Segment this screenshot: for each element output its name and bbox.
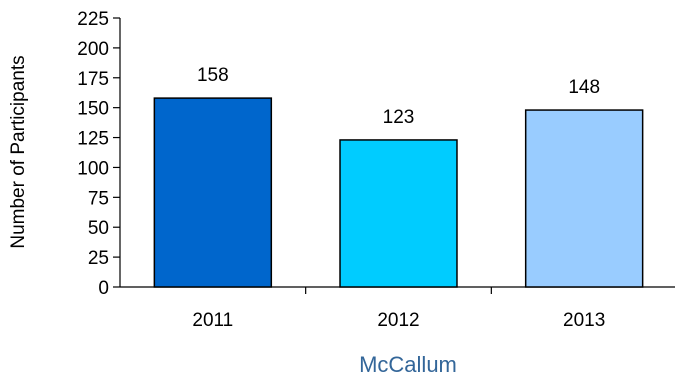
x-tick-label-2011: 2011 (192, 310, 233, 331)
bar-2012 (339, 139, 458, 288)
x-tick-label-2013: 2013 (563, 310, 605, 331)
x-axis: 2011 2012 2013 (120, 286, 675, 331)
y-tick-label: 75 (88, 188, 109, 209)
y-tick-label: 150 (77, 99, 109, 120)
y-tick-label: 0 (98, 278, 109, 299)
bars (153, 97, 644, 288)
x-axis-label: McCallum (359, 352, 457, 377)
y-tick-label: 25 (88, 248, 109, 269)
data-label-2012: 123 (383, 107, 415, 128)
y-axis-label: Number of Participants (8, 55, 29, 248)
y-tick-label: 50 (88, 218, 109, 239)
data-label-2011: 158 (197, 65, 229, 86)
bar-2011 (153, 97, 273, 288)
y-axis: 0 25 50 75 100 125 150 175 200 225 (77, 9, 121, 299)
bar-2013 (524, 109, 644, 288)
data-labels: 158 123 148 (197, 65, 600, 128)
y-tick-label: 200 (77, 39, 109, 60)
y-tick-label: 125 (77, 129, 109, 150)
y-tick-label: 100 (77, 158, 109, 179)
y-tick-label: 175 (77, 69, 109, 90)
y-tick-label: 225 (77, 9, 109, 30)
data-label-2013: 148 (568, 77, 600, 98)
x-tick-label-2012: 2012 (377, 310, 419, 331)
